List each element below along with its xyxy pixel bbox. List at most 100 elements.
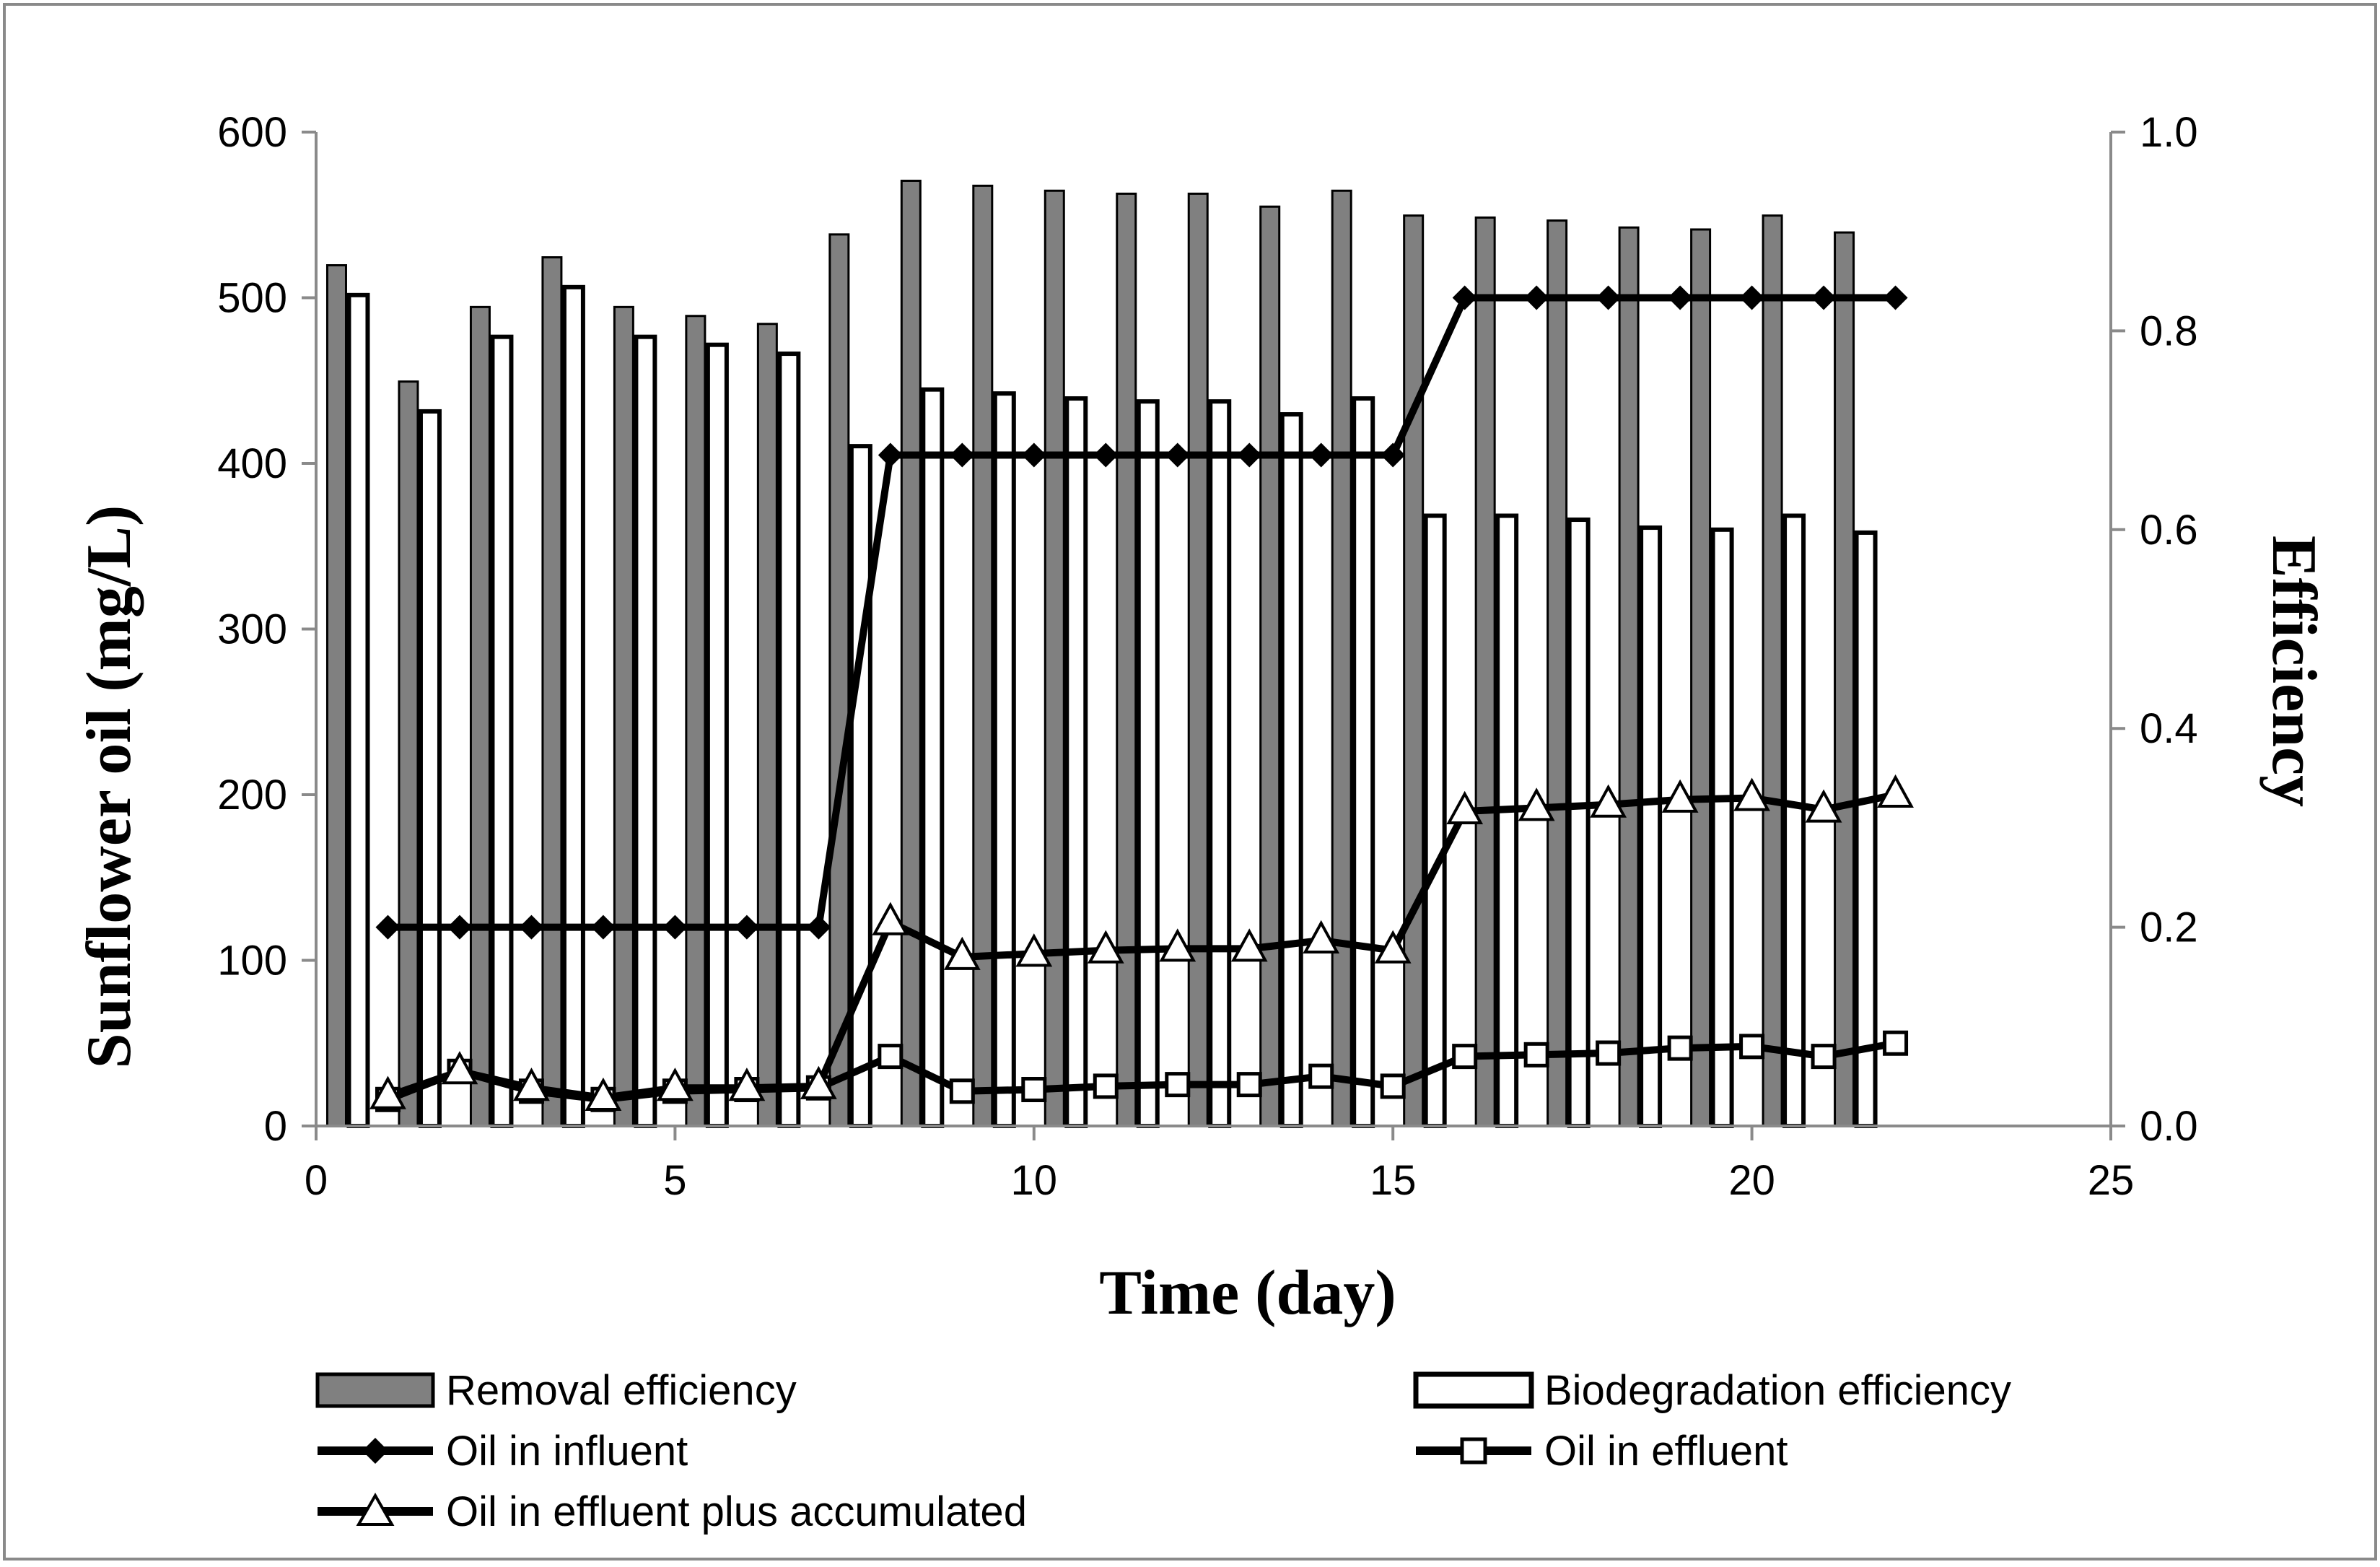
oil-in-effluent-point [1883, 1030, 1909, 1056]
y-tick-label: 200 [217, 772, 287, 819]
diamond-marker-icon [362, 1438, 388, 1464]
y-tick-label: 100 [217, 938, 287, 985]
y2-tick-label: 0.8 [2140, 307, 2198, 354]
oil-in-effluent-point [1739, 1034, 1765, 1060]
y2-tick-label: 1.0 [2140, 109, 2198, 156]
oil-in-effluent-plus-accumulated-point [1805, 789, 1842, 823]
oil-in-influent-point [1165, 442, 1190, 468]
oil-in-influent-point [1381, 442, 1406, 468]
oil-in-effluent-plus-accumulated-point [441, 1051, 478, 1085]
removal-efficiency-bar [756, 323, 778, 1127]
oil-in-influent-point [1452, 285, 1477, 310]
ticks-layer: 0 100 200 300 400 500 600 0.0 0.2 0.4 0.6 0.8 1.0 0 5 1… [217, 109, 2197, 1204]
y2-tick-label: 0.2 [2140, 904, 2198, 951]
removal-efficiency-bar [398, 380, 419, 1127]
legend-label-biodegradation-efficiency: Biodegradation efficiency [1544, 1367, 2011, 1414]
legend-swatch-biodegradation-efficiency [1413, 1371, 1534, 1409]
oil-in-effluent-point [1021, 1077, 1047, 1103]
oil-in-influent-point [1093, 442, 1119, 468]
removal-efficiency-bar [1403, 214, 1425, 1127]
biodegradation-efficiency-bar [1495, 513, 1519, 1128]
removal-efficiency-bar [1116, 192, 1137, 1127]
legend: Removal efficiency Biodegradation effici… [315, 1367, 2011, 1535]
legend-item-biodegradation-efficiency: Biodegradation efficiency [1413, 1367, 2011, 1414]
oil-in-influent-point [1883, 285, 1908, 310]
removal-efficiency-bar [900, 179, 922, 1127]
oil-in-effluent-point [1523, 1042, 1549, 1068]
biodegradation-efficiency-bar [1423, 513, 1447, 1128]
oil-in-influent-point [1524, 285, 1549, 310]
biodegradation-efficiency-bar [1854, 530, 1878, 1128]
oil-in-effluent-plus-accumulated-point [800, 1065, 837, 1099]
x-axis-label: Time (day) [1099, 1258, 1396, 1328]
oil-in-influent-point [1237, 442, 1262, 468]
biodegradation-efficiency-bar [849, 444, 872, 1128]
y-tick-label: 0 [264, 1103, 287, 1150]
removal-efficiency-bar [1618, 226, 1640, 1127]
oil-in-effluent-plus-accumulated-point [1661, 779, 1699, 813]
oil-in-effluent-plus-accumulated-point [1446, 790, 1484, 824]
oil-in-influent-point [878, 442, 903, 468]
y2-tick-label: 0.6 [2140, 507, 2198, 554]
oil-in-effluent-plus-accumulated-point [1230, 928, 1268, 962]
oil-in-effluent-plus-accumulated-point [585, 1077, 622, 1111]
biodegradation-efficiency-bar [1064, 396, 1088, 1128]
y-tick-label: 500 [217, 275, 287, 322]
removal-efficiency-bar [1546, 219, 1568, 1127]
oil-in-effluent-plus-accumulated-point [1590, 784, 1627, 818]
oil-in-influent-line [388, 294, 1896, 931]
oil-in-influent-point [734, 915, 759, 940]
legend-label-oil-in-influent: Oil in influent [446, 1428, 688, 1475]
oil-in-influent-point [1596, 285, 1621, 310]
biodegradation-efficiency-bar [1279, 412, 1303, 1128]
biodegradation-efficiency-bar [346, 292, 370, 1128]
biodegradation-efficiency-bar [1639, 525, 1663, 1128]
removal-efficiency-bar [1331, 189, 1352, 1127]
biodegradation-efficiency-bar [1710, 527, 1734, 1128]
oil-in-influent-point [1739, 285, 1764, 310]
legend-item-oil-in-effluent-plus-accumulated: Oil in effluent plus accumulated [318, 1488, 1027, 1535]
oil-in-influent-point [590, 915, 616, 940]
oil-in-effluent-point [1596, 1040, 1622, 1066]
oil-in-effluent-point [878, 1044, 904, 1070]
biodegradation-efficiency-bar [1208, 399, 1232, 1128]
x-tick-label: 10 [1011, 1157, 1058, 1204]
removal-efficiency-bar [613, 305, 634, 1127]
oil-in-effluent-plus-accumulated-point [1015, 933, 1053, 967]
oil-in-effluent-point [1236, 1072, 1262, 1098]
oil-in-effluent-point [1667, 1035, 1693, 1061]
oil-in-influent-point [662, 915, 688, 940]
oil-in-effluent-plus-accumulated-point [369, 1075, 406, 1109]
oil-in-influent-point [375, 915, 401, 940]
oil-in-effluent-plus-accumulated-line [386, 791, 1896, 1101]
oil-in-influent-point [806, 915, 831, 940]
oil-in-effluent-plus-accumulated-point [1087, 930, 1124, 964]
y2-axis-label: Efficiency [2259, 536, 2329, 807]
oil-in-effluent-plus-accumulated-point [1518, 787, 1555, 821]
legend-item-oil-in-influent: Oil in influent [318, 1428, 688, 1475]
legend-item-oil-in-effluent: Oil in effluent [1416, 1428, 1788, 1475]
biodegradation-efficiency-bar [921, 387, 945, 1128]
x-tick-label: 15 [1370, 1157, 1417, 1204]
legend-label-oil-in-effluent-plus-accumulated: Oil in effluent plus accumulated [446, 1488, 1027, 1535]
oil-in-influent-point [1021, 442, 1046, 468]
y-tick-label: 600 [217, 109, 287, 156]
biodegradation-efficiency-bar [705, 342, 729, 1129]
removal-efficiency-bar [685, 315, 706, 1127]
y-tick-label: 300 [217, 606, 287, 653]
lines-layer [369, 285, 1914, 1112]
oil-in-influent-point [950, 442, 975, 468]
oil-in-influent-point [519, 915, 544, 940]
oil-in-effluent-plus-accumulated-point [872, 902, 909, 935]
oil-in-effluent-plus-accumulated-point [1303, 920, 1340, 953]
oil-in-effluent-point [1811, 1044, 1837, 1070]
legend-item-removal-efficiency: Removal efficiency [315, 1367, 797, 1414]
triangle-marker-icon [356, 1492, 395, 1526]
oil-in-effluent-plus-accumulated-point [728, 1068, 766, 1101]
removal-efficiency-bar [1690, 228, 1712, 1127]
oil-in-effluent-point [1452, 1044, 1478, 1070]
legend-swatch-removal-efficiency [315, 1372, 435, 1408]
legend-label-removal-efficiency: Removal efficiency [446, 1367, 797, 1414]
